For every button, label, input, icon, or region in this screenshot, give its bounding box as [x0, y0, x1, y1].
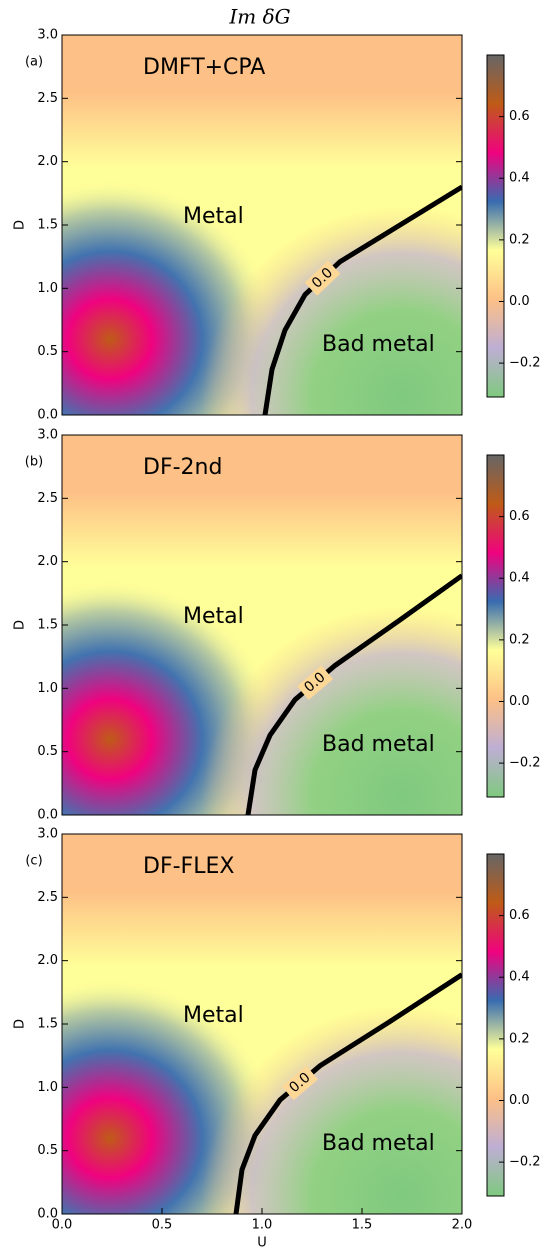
- colorbar-tick-label: −0.2: [509, 1155, 541, 1170]
- x-tick-label: 1.5: [352, 1218, 373, 1233]
- y-tick-label: 3.0: [37, 827, 58, 842]
- annotation: Metal: [183, 204, 244, 229]
- zero-contour: [262, 184, 462, 415]
- panel-title: DMFT+CPA: [143, 55, 265, 80]
- y-tick-label: 0.0: [37, 808, 58, 823]
- panel-label: (b): [25, 455, 43, 470]
- annotation: Bad metal: [322, 332, 435, 357]
- annotation: Metal: [183, 1003, 244, 1028]
- y-tick-label: 2.0: [37, 554, 58, 569]
- panel-label: (a): [25, 55, 43, 70]
- colorbar-tick-label: 0.0: [509, 1093, 530, 1108]
- x-tick-label: 2.0: [452, 1218, 473, 1233]
- colorbar-tick-label: 0.6: [509, 908, 530, 923]
- colorbar: [486, 853, 505, 1197]
- y-axis-label: D: [13, 220, 28, 230]
- x-axis-label: U: [257, 1236, 267, 1251]
- y-tick-label: 1.5: [37, 1017, 58, 1032]
- y-axis-label: D: [13, 1019, 28, 1029]
- y-tick-label: 3.0: [37, 428, 58, 443]
- colorbar-tick-label: 0.0: [509, 294, 530, 309]
- panel-label: (c): [25, 854, 42, 869]
- plot-area: 0.0: [62, 435, 462, 815]
- colorbar-tick-label: 0.6: [509, 109, 530, 124]
- y-tick-label: 0.0: [37, 408, 58, 423]
- colorbar-tick-label: −0.2: [509, 356, 541, 371]
- annotation: Bad metal: [322, 1131, 435, 1156]
- colorbar-tick-label: −0.2: [509, 756, 541, 771]
- panel-title: DF-FLEX: [143, 854, 234, 879]
- plot-area: 0.0: [62, 834, 462, 1214]
- annotation: Bad metal: [322, 732, 435, 757]
- y-tick-label: 2.5: [37, 890, 58, 905]
- y-tick-label: 2.5: [37, 91, 58, 106]
- colorbar-tick-label: 0.2: [509, 1031, 530, 1046]
- y-tick-label: 2.0: [37, 953, 58, 968]
- y-tick-label: 1.0: [37, 281, 58, 296]
- plot-area: 0.0: [62, 35, 462, 415]
- y-tick-label: 1.5: [37, 218, 58, 233]
- y-axis-label: D: [13, 620, 28, 630]
- colorbar-tick-label: 0.2: [509, 232, 530, 247]
- zero-contour: [245, 573, 462, 815]
- y-tick-label: 1.0: [37, 681, 58, 696]
- colorbar-tick-label: 0.0: [509, 694, 530, 709]
- y-tick-label: 0.5: [37, 344, 58, 359]
- y-tick-label: 3.0: [37, 28, 58, 43]
- y-tick-label: 0.0: [37, 1207, 58, 1222]
- zero-contour: [233, 972, 462, 1214]
- y-tick-label: 0.5: [37, 744, 58, 759]
- colorbar-tick-label: 0.4: [509, 571, 530, 586]
- colorbar-tick-label: 0.4: [509, 171, 530, 186]
- colorbar: [486, 54, 505, 398]
- colorbar-tick-label: 0.6: [509, 509, 530, 524]
- panel-title: DF-2nd: [143, 455, 222, 480]
- colorbar-tick-label: 0.2: [509, 632, 530, 647]
- y-tick-label: 2.0: [37, 154, 58, 169]
- x-tick-label: 0.5: [152, 1218, 173, 1233]
- figure-title: Im δG: [228, 5, 290, 29]
- y-tick-label: 0.5: [37, 1143, 58, 1158]
- colorbar-tick-label: 0.4: [509, 970, 530, 985]
- annotation: Metal: [183, 604, 244, 629]
- field-bad-metal-region: [62, 834, 462, 1214]
- x-tick-label: 1.0: [252, 1218, 273, 1233]
- y-tick-label: 2.5: [37, 491, 58, 506]
- y-tick-label: 1.5: [37, 618, 58, 633]
- x-tick-label: 0.0: [52, 1218, 73, 1233]
- colorbar: [486, 454, 505, 798]
- y-tick-label: 1.0: [37, 1080, 58, 1095]
